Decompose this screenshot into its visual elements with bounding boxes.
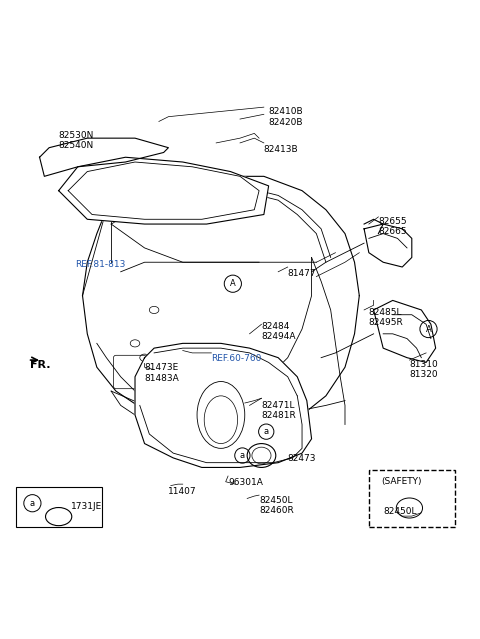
Text: 1731JE: 1731JE [71, 502, 102, 511]
Text: 82485L
82495R: 82485L 82495R [369, 307, 404, 327]
Text: 96301A: 96301A [228, 478, 263, 487]
Text: 82450L: 82450L [383, 507, 417, 516]
Text: 82484
82494A: 82484 82494A [262, 322, 296, 341]
Text: A: A [230, 279, 236, 288]
Text: REF.81-813: REF.81-813 [0, 638, 1, 639]
Text: FR.: FR. [30, 360, 50, 370]
Polygon shape [59, 157, 269, 224]
Text: A: A [426, 325, 432, 334]
Text: 82413B: 82413B [264, 145, 299, 154]
Polygon shape [373, 300, 436, 362]
Text: 82450L
82460R: 82450L 82460R [259, 496, 294, 516]
Polygon shape [364, 224, 412, 267]
Text: 82530N
82540N: 82530N 82540N [59, 131, 94, 150]
Text: 82473: 82473 [288, 454, 316, 463]
Text: 81473E
81483A: 81473E 81483A [144, 364, 180, 383]
Text: 81477: 81477 [288, 270, 316, 279]
Text: (SAFETY): (SAFETY) [381, 477, 421, 486]
Text: REF.60-760: REF.60-760 [211, 354, 262, 363]
Polygon shape [135, 343, 312, 468]
Text: 81310
81320: 81310 81320 [409, 360, 438, 380]
Text: a: a [30, 498, 35, 508]
Polygon shape [39, 138, 168, 176]
Text: 82410B
82420B: 82410B 82420B [269, 107, 303, 127]
Text: 82471L
82481R: 82471L 82481R [262, 401, 296, 420]
Text: 82655
82665: 82655 82665 [378, 217, 407, 236]
Text: REF.81-813: REF.81-813 [75, 260, 126, 269]
Text: a: a [240, 451, 245, 460]
Text: 11407: 11407 [168, 488, 197, 497]
Text: REF.60-760: REF.60-760 [0, 638, 1, 639]
Text: a: a [264, 427, 269, 436]
